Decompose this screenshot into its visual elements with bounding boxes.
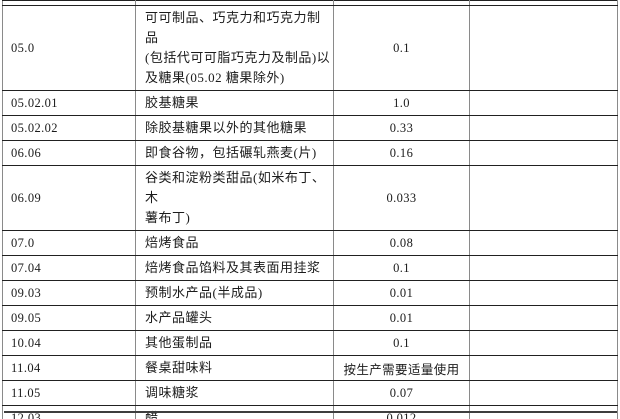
food-name-cell: 预制水产品(半成品)	[135, 280, 334, 306]
food-code-cell: 09.05	[2, 305, 136, 331]
food-code-cell: 11.04	[2, 355, 136, 381]
max-usage-cell: 0.1	[333, 330, 470, 356]
max-usage-cell: 0.33	[333, 115, 470, 141]
table-row: 05.02.01 胶基糖果 1.0	[2, 90, 618, 116]
table-row: 09.03 预制水产品(半成品) 0.01	[2, 280, 618, 306]
max-usage-cell: 0.01	[333, 305, 470, 331]
max-usage-cell: 0.1	[333, 255, 470, 281]
remark-cell	[469, 305, 618, 331]
max-usage-cell: 0.01	[333, 280, 470, 306]
table-row: 07.04 焙烤食品馅料及其表面用挂浆 0.1	[2, 255, 618, 281]
table-row: 09.05 水产品罐头 0.01	[2, 305, 618, 331]
max-usage-cell: 0.16	[333, 140, 470, 166]
remark-cell	[469, 355, 618, 381]
max-usage-cell: 按生产需要适量使用	[333, 355, 470, 381]
remark-cell	[469, 165, 618, 231]
max-usage-cell: 0.07	[333, 380, 470, 406]
food-name-cell: 焙烤食品馅料及其表面用挂浆	[135, 255, 334, 281]
food-name-cell: 胶基糖果	[135, 90, 334, 116]
food-name-cell: 谷类和淀粉类甜品(如米布丁、木 薯布丁)	[135, 165, 334, 231]
food-name-cell: 餐桌甜味料	[135, 355, 334, 381]
remark-cell	[469, 115, 618, 141]
section-divider-line	[4, 411, 617, 413]
max-usage-cell: 0.08	[333, 230, 470, 256]
remark-cell	[469, 380, 618, 406]
food-code-cell: 06.09	[2, 165, 136, 231]
remark-cell	[469, 280, 618, 306]
food-code-cell: 05.02.02	[2, 115, 136, 141]
table-row: 07.0 焙烤食品 0.08	[2, 230, 618, 256]
food-code-cell: 11.05	[2, 380, 136, 406]
remark-cell	[469, 140, 618, 166]
remark-cell	[469, 5, 618, 91]
remark-cell	[469, 330, 618, 356]
table-row: 05.02.02 除胶基糖果以外的其他糖果 0.33	[2, 115, 618, 141]
table-row: 10.04 其他蛋制品 0.1	[2, 330, 618, 356]
remark-cell	[469, 255, 618, 281]
max-usage-cell: 0.033	[333, 165, 470, 231]
max-usage-cell: 1.0	[333, 90, 470, 116]
food-name-cell: 焙烤食品	[135, 230, 334, 256]
food-code-cell: 06.06	[2, 140, 136, 166]
table-row: 06.09 谷类和淀粉类甜品(如米布丁、木 薯布丁) 0.033	[2, 165, 618, 231]
food-code-cell: 07.04	[2, 255, 136, 281]
food-code-cell: 09.03	[2, 280, 136, 306]
table-row: 11.05 调味糖浆 0.07	[2, 380, 618, 406]
remark-cell	[469, 90, 618, 116]
food-code-cell: 05.02.01	[2, 90, 136, 116]
food-code-cell: 05.0	[2, 5, 136, 91]
food-name-cell: 除胶基糖果以外的其他糖果	[135, 115, 334, 141]
food-code-cell: 10.04	[2, 330, 136, 356]
food-name-cell: 即食谷物，包括碾轧燕麦(片)	[135, 140, 334, 166]
food-name-cell: 调味糖浆	[135, 380, 334, 406]
food-name-cell: 其他蛋制品	[135, 330, 334, 356]
remark-cell	[469, 230, 618, 256]
food-name-cell: 水产品罐头	[135, 305, 334, 331]
table-row: 05.0 可可制品、巧克力和巧克力制品 (包括代可可脂巧克力及制品)以 及糖果(…	[2, 5, 618, 91]
food-code-cell: 07.0	[2, 230, 136, 256]
food-name-cell: 可可制品、巧克力和巧克力制品 (包括代可可脂巧克力及制品)以 及糖果(05.02…	[135, 5, 334, 91]
table-row: 11.04 餐桌甜味料 按生产需要适量使用	[2, 355, 618, 381]
table-row: 06.06 即食谷物，包括碾轧燕麦(片) 0.16	[2, 140, 618, 166]
max-usage-cell: 0.1	[333, 5, 470, 91]
